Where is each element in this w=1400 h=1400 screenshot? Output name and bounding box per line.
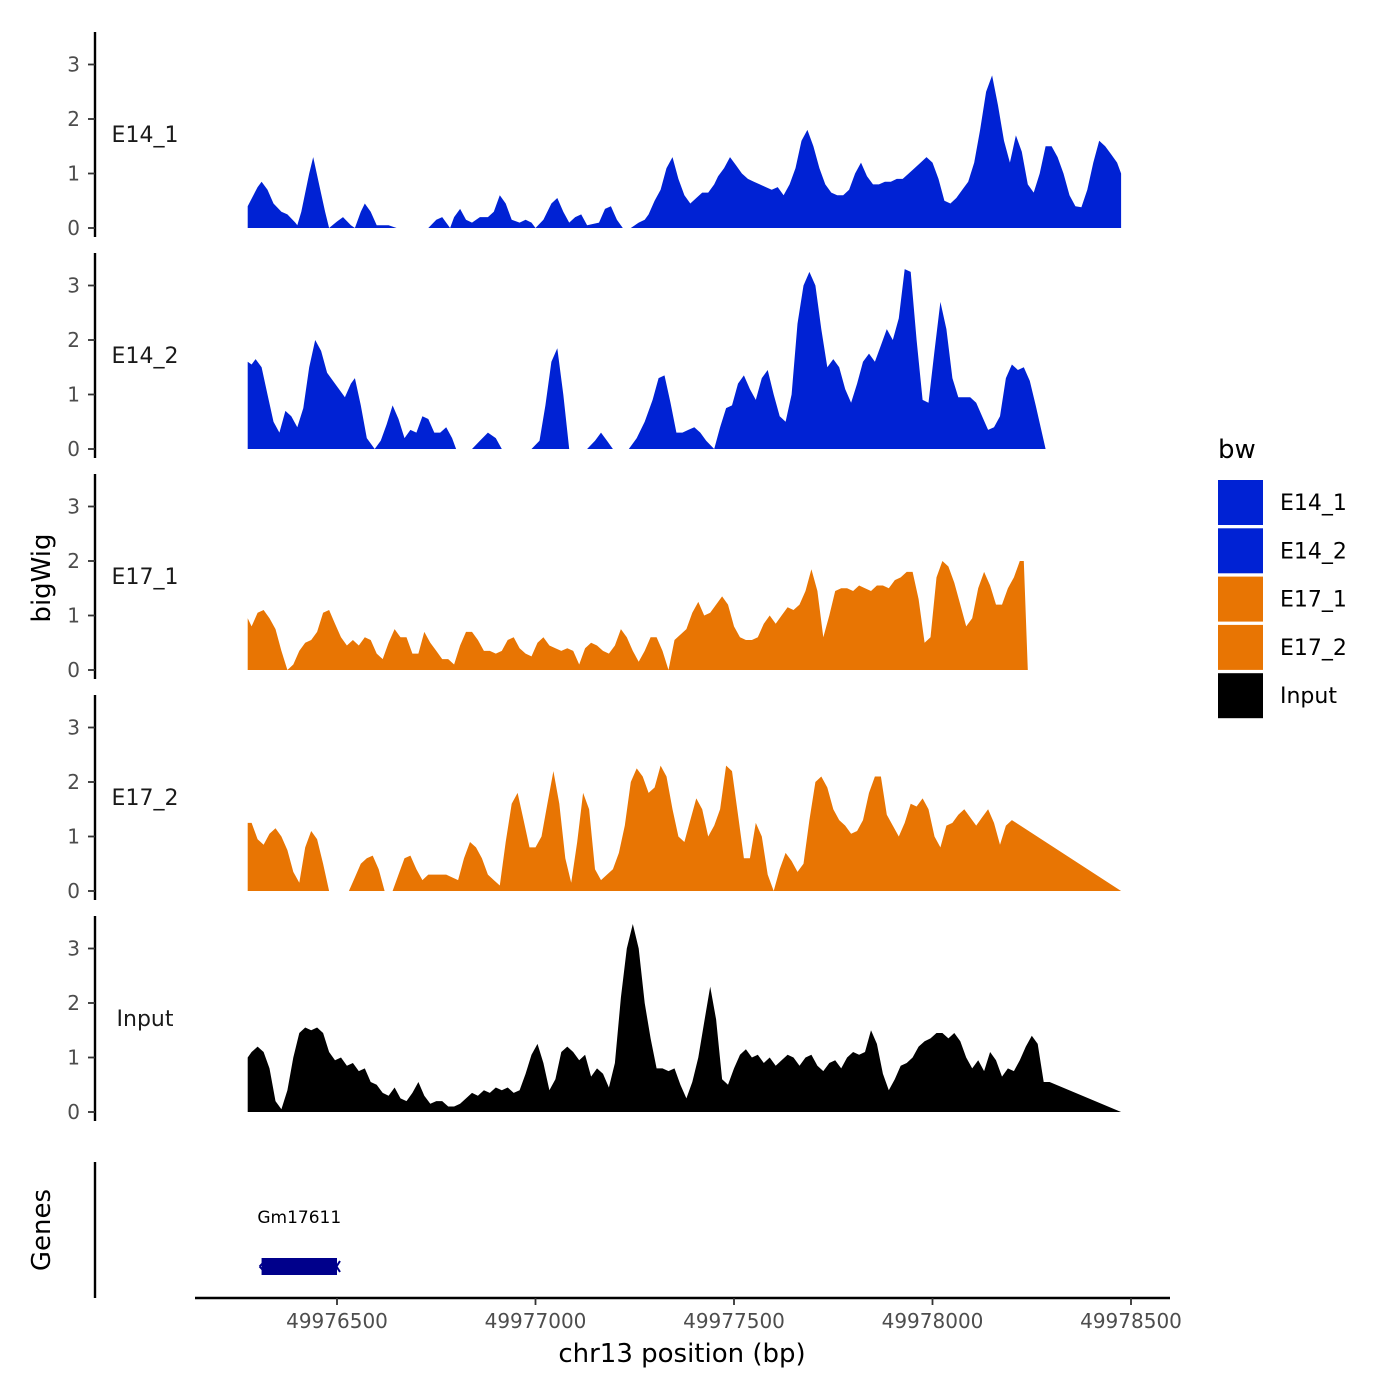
- legend-label: E14_1: [1280, 491, 1347, 516]
- track-E17_2: 0 1 2 3 E17_2: [67, 695, 1122, 903]
- y-tick-label: 1: [67, 162, 80, 186]
- track-label: E14_1: [112, 123, 179, 148]
- y-tick-label: 2: [67, 991, 80, 1015]
- y-tick-label: 3: [67, 274, 80, 298]
- legend-swatch: [1218, 480, 1263, 525]
- y-tick-label: 3: [67, 716, 80, 740]
- genes-axis-title: Genes: [27, 1189, 57, 1271]
- legend-swatch: [1218, 576, 1263, 622]
- y-tick-label: 0: [67, 879, 80, 903]
- legend-item-E14_2: E14_2: [1218, 528, 1347, 574]
- track-label: E17_1: [112, 565, 179, 590]
- x-tick-label: 49978500: [1080, 1309, 1182, 1333]
- y-tick-label: 2: [67, 328, 80, 352]
- x-tick-label: 49976500: [286, 1309, 388, 1333]
- y-tick-label: 0: [67, 437, 80, 461]
- signal-area-E17_1: [247, 561, 1122, 670]
- legend-label: Input: [1280, 684, 1337, 709]
- signal-area-E17_2: [247, 765, 1122, 891]
- legend: bw E14_1 E14_2 E17_1 E17_2 Input: [1218, 435, 1347, 719]
- track-E14_2: 0 1 2 3 E14_2: [67, 253, 1122, 461]
- y-tick-label: 3: [67, 53, 80, 77]
- y-tick-label: 1: [67, 1046, 80, 1070]
- gene-body: [261, 1258, 337, 1275]
- legend-item-Input: Input: [1218, 673, 1337, 719]
- track-Input: 0 1 2 3 Input: [67, 916, 1122, 1124]
- legend-title: bw: [1218, 435, 1256, 465]
- signal-area-Input: [247, 924, 1122, 1112]
- legend-item-E14_1: E14_1: [1218, 480, 1347, 525]
- signal-tracks: 0 1 2 3 E14_1 0 1 2 3 E14_2 0 1 2 3 E17_1 0 1 2 3 E17_2 0 1 2 3…: [67, 32, 1122, 1124]
- legend-label: E14_2: [1280, 539, 1347, 564]
- genes-panel: Genes Gm17611: [27, 1162, 341, 1298]
- y-tick-label: 0: [67, 1100, 80, 1124]
- signal-area-E14_1: [247, 75, 1122, 229]
- gene-end-mark: [332, 1260, 341, 1273]
- track-label: Input: [117, 1007, 174, 1032]
- gene-label: Gm17611: [257, 1208, 341, 1228]
- track-E14_1: 0 1 2 3 E14_1: [67, 32, 1122, 240]
- x-tick-label: 49977000: [485, 1309, 587, 1333]
- x-axis-title: chr13 position (bp): [558, 1339, 805, 1369]
- track-label: E17_2: [112, 786, 179, 811]
- y-tick-label: 1: [67, 825, 80, 849]
- y-tick-label: 0: [67, 216, 80, 240]
- signal-area-E14_2: [247, 269, 1122, 449]
- y-tick-label: 3: [67, 937, 80, 961]
- legend-label: E17_2: [1280, 636, 1347, 661]
- y-tick-label: 1: [67, 604, 80, 628]
- legend-item-E17_2: E17_2: [1218, 624, 1347, 670]
- x-tick-label: 49977500: [683, 1309, 785, 1333]
- y-axis-title: bigWig: [27, 533, 57, 622]
- x-tick-label: 49978000: [882, 1309, 984, 1333]
- y-tick-label: 2: [67, 770, 80, 794]
- track-label: E14_2: [112, 344, 179, 369]
- y-tick-label: 2: [67, 549, 80, 573]
- y-tick-label: 0: [67, 658, 80, 682]
- legend-swatch: [1218, 624, 1263, 670]
- gene-Gm17611: Gm17611: [257, 1208, 341, 1275]
- track-E17_1: 0 1 2 3 E17_1: [67, 474, 1122, 682]
- y-tick-label: 3: [67, 495, 80, 519]
- gene-strand-arrow: [258, 1258, 268, 1275]
- legend-swatch: [1218, 673, 1263, 719]
- x-axis: chr13 position (bp) 49976500 49977000 4997…: [195, 1296, 1182, 1369]
- y-tick-label: 1: [67, 383, 80, 407]
- y-tick-label: 2: [67, 107, 80, 131]
- legend-swatch: [1218, 528, 1263, 574]
- legend-label: E17_1: [1280, 588, 1347, 613]
- legend-item-E17_1: E17_1: [1218, 576, 1347, 622]
